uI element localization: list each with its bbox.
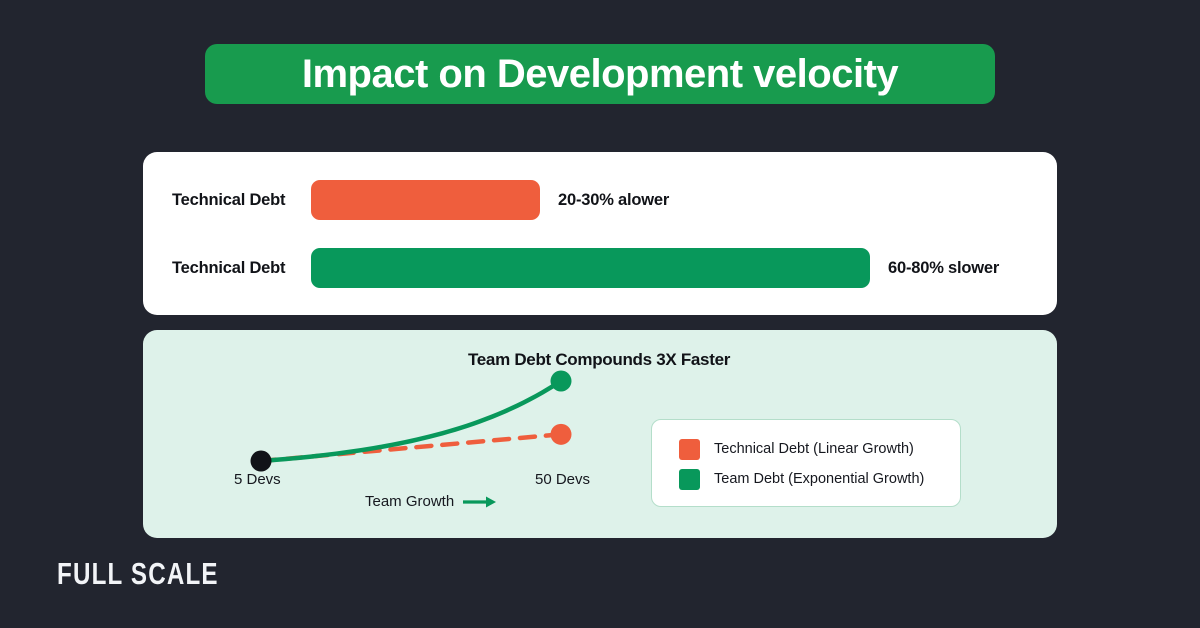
team-growth-label: Team Growth (365, 493, 455, 510)
data-point-technical-debt (550, 423, 572, 445)
chart-title: Team Debt Compounds 3X Faster (467, 350, 731, 369)
axis-label-end: 50 Devs (535, 471, 591, 488)
axis-label-start: 5 Devs (234, 471, 281, 488)
bar-fill-technical-debt (311, 180, 540, 220)
bar-row-label: Technical Debt (172, 258, 286, 277)
full-scale-logo: FULL SCALE (57, 556, 219, 591)
bar-row-value: 20-30% alower (558, 190, 670, 209)
legend-label: Team Debt (Exponential Growth) (714, 471, 925, 487)
legend-swatch-technical-debt (679, 438, 700, 460)
bar-track: 60-80% slower (311, 248, 1057, 288)
growth-chart-card: Team Debt Compounds 3X Faster 5 Devs 50 … (143, 330, 1057, 538)
bar-row-value: 60-80% slower (888, 258, 1000, 277)
comparison-bars-card: Technical Debt 20-30% alower Technical D… (143, 152, 1057, 315)
page-title: Impact on Development velocity (301, 52, 899, 96)
bar-track: 20-30% alower (311, 180, 1057, 220)
bar-row: Technical Debt 60-80% slower (143, 248, 1057, 288)
growth-line-chart (250, 370, 572, 472)
data-point-origin (250, 450, 272, 472)
arrow-right-icon (463, 496, 497, 507)
bar-fill-team-debt (311, 248, 870, 288)
chart-plot-area: 5 Devs 50 Devs Team Growth (143, 330, 1057, 538)
title-banner: Impact on Development velocity (205, 44, 995, 104)
legend-item: Technical Debt (Linear Growth) (679, 434, 960, 464)
bar-row-label: Technical Debt (172, 190, 286, 209)
bar-row: Technical Debt 20-30% alower (143, 180, 1057, 220)
chart-legend: Technical Debt (Linear Growth) Team Debt… (651, 419, 961, 507)
data-point-team-debt (550, 370, 572, 392)
legend-label: Technical Debt (Linear Growth) (714, 441, 914, 457)
legend-item: Team Debt (Exponential Growth) (679, 464, 960, 494)
series-line-team-debt (258, 378, 564, 464)
team-growth-note: Team Growth (365, 493, 497, 510)
legend-swatch-team-debt (679, 468, 700, 490)
